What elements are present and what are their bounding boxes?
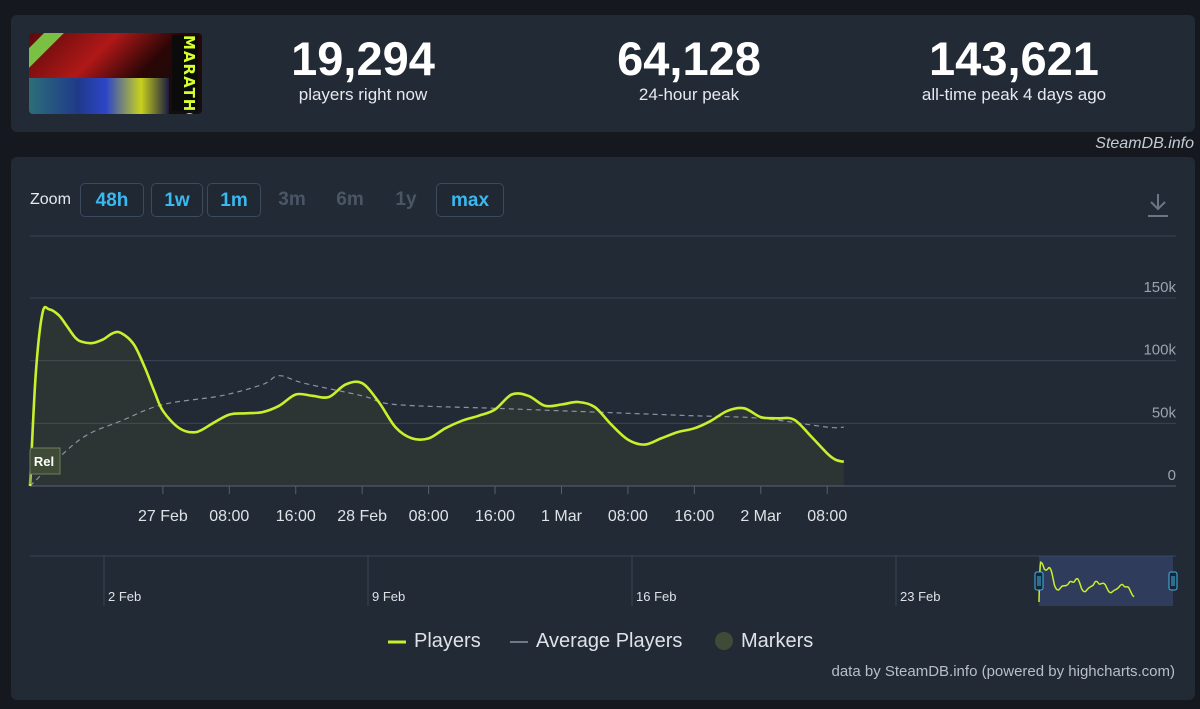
x-tick-label: 28 Feb <box>337 508 387 525</box>
legend-symbols <box>388 632 733 650</box>
navigator-players-line <box>1038 561 1135 603</box>
stat-players-now: 19,294 players right now <box>263 30 463 105</box>
navigator-tick-label: 16 Feb <box>636 589 676 604</box>
stat-all-time-peak: 143,621 all-time peak 4 days ago <box>889 30 1139 105</box>
all-time-peak-label: all-time peak 4 days ago <box>921 85 1107 104</box>
grid <box>30 235 1176 487</box>
24h-peak-value: 64,128 <box>617 32 761 85</box>
navigator-selection <box>1039 556 1173 606</box>
marker-label: Rel <box>34 454 54 469</box>
zoom-1m-button[interactable]: 1m <box>207 183 261 217</box>
x-tick-label: 08:00 <box>209 508 249 525</box>
legend-markers-symbol <box>715 632 733 650</box>
marker-shape <box>29 447 61 484</box>
x-tick-label: 16:00 <box>475 508 515 525</box>
capsule-artwork <box>29 78 169 114</box>
x-tick-label: 16:00 <box>276 508 316 525</box>
y-tick-label: 0 <box>1168 467 1176 484</box>
x-tick-label: 2 Mar <box>740 508 782 525</box>
x-tick-label: 1 Mar <box>541 508 583 525</box>
legend-markers[interactable]: Markers <box>741 630 814 652</box>
chart-card <box>11 157 1195 700</box>
navigator-tick-label: 23 Feb <box>900 589 940 604</box>
zoom-6m-button[interactable]: 6m <box>336 189 364 210</box>
x-tick-label: 27 Feb <box>138 508 188 525</box>
zoom-1w-button[interactable]: 1w <box>151 183 203 217</box>
players-area <box>30 306 844 486</box>
x-tick-label: 08:00 <box>807 508 847 525</box>
legend-players[interactable]: Players <box>414 630 481 652</box>
marker-flag[interactable]: Rel <box>29 447 61 484</box>
stat-24h-peak: 64,128 24-hour peak <box>589 30 789 105</box>
zoom-3m-button[interactable]: 3m <box>278 189 306 210</box>
download-icon[interactable] <box>1146 192 1170 218</box>
players-line <box>28 305 845 487</box>
legend-average-players[interactable]: Average Players <box>536 630 683 652</box>
zoom-max-button[interactable]: max <box>436 183 504 217</box>
navigator-handle[interactable] <box>1034 571 1044 591</box>
navigator-handle[interactable] <box>1168 571 1178 591</box>
game-capsule-image[interactable]: MARATHON <box>29 33 202 114</box>
zoom-48h-button[interactable]: 48h <box>80 183 144 217</box>
players-now-value: 19,294 <box>291 32 435 85</box>
all-time-peak-value: 143,621 <box>929 32 1099 85</box>
y-tick-label: 100k <box>1143 342 1176 359</box>
navigator[interactable]: 2 Feb 9 Feb 16 Feb 23 Feb <box>30 555 1178 606</box>
players-now-label: players right now <box>298 85 428 104</box>
series: Rel <box>28 305 845 487</box>
axes: 0 50k 100k 150k 27 Feb 08:00 16:00 28 Feb 08:00 1… <box>138 279 1177 525</box>
y-tick-label: 50k <box>1152 404 1177 421</box>
24h-peak-label: 24-hour peak <box>638 85 740 104</box>
zoom-label: Zoom <box>30 191 71 208</box>
x-tick-label: 08:00 <box>409 508 449 525</box>
x-tick-label: 16:00 <box>674 508 714 525</box>
navigator-tick-label: 9 Feb <box>372 589 405 604</box>
navigator-tick-label: 2 Feb <box>108 589 141 604</box>
stats-card <box>11 15 1195 132</box>
zoom-1y-button[interactable]: 1y <box>395 189 417 210</box>
y-tick-label: 150k <box>1143 279 1176 296</box>
steamdb-credit[interactable]: SteamDB.info <box>1095 135 1194 152</box>
game-title: MARATHON <box>172 35 198 114</box>
chart-credit[interactable]: data by SteamDB.info (powered by highcha… <box>831 663 1176 680</box>
x-tick-label: 08:00 <box>608 508 648 525</box>
